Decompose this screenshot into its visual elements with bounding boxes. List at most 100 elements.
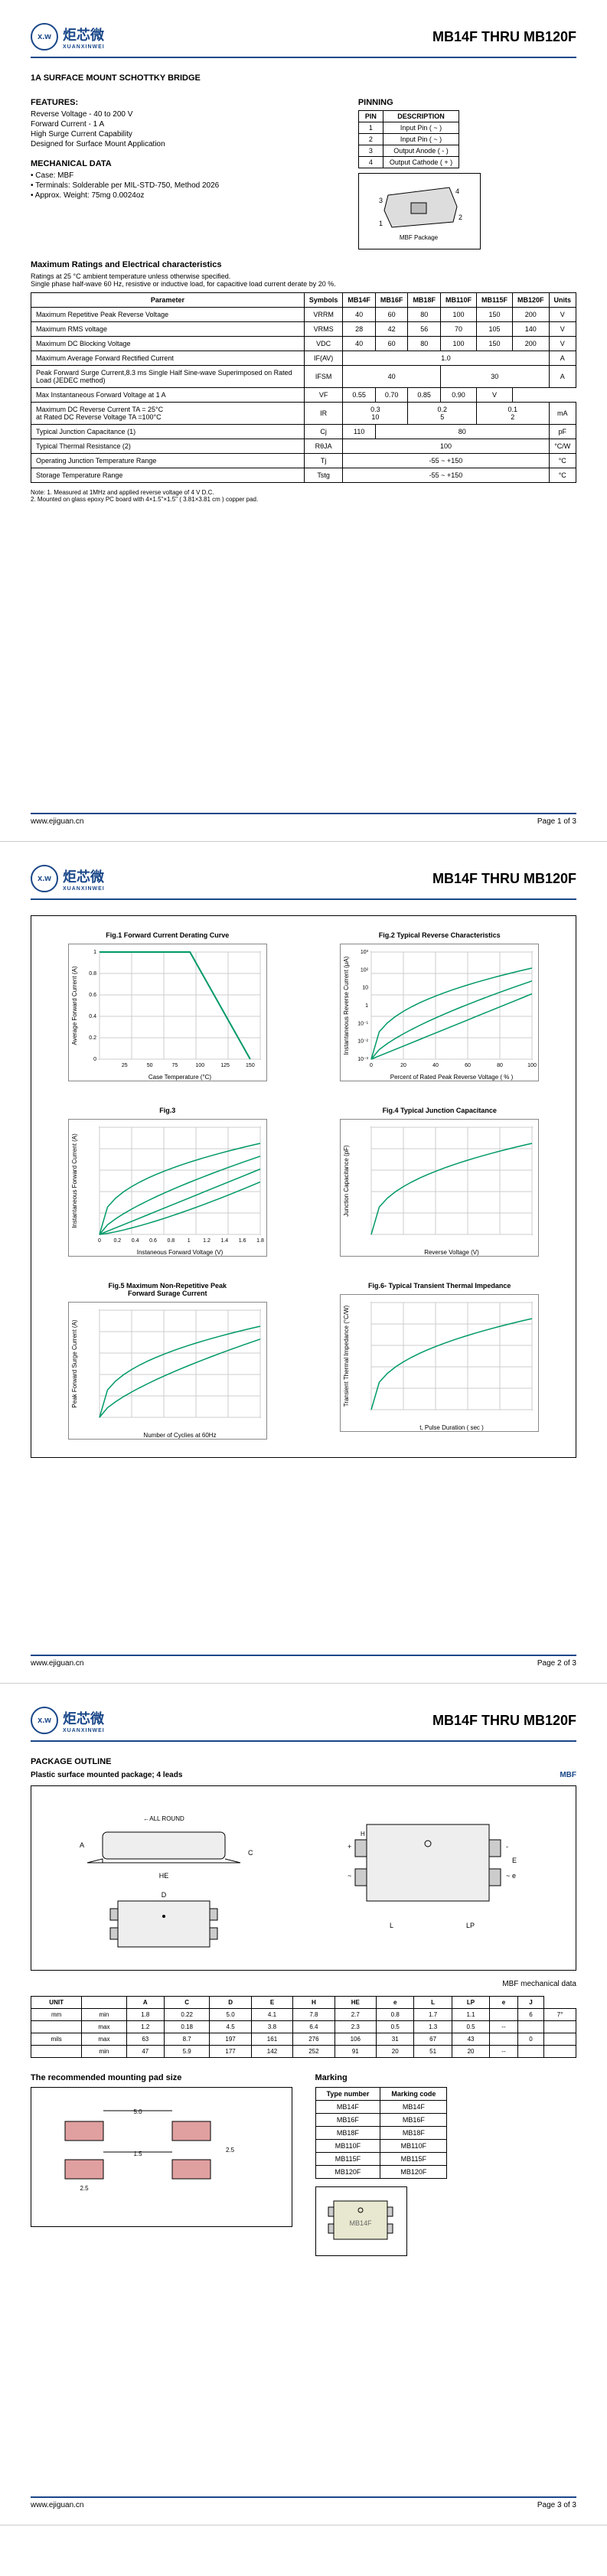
pkg-label: MBF Package xyxy=(400,234,439,241)
td: 4 xyxy=(358,157,383,168)
feature-item: Reverse Voltage - 40 to 200 V xyxy=(31,110,331,119)
footer-url: www.ejiguan.cn xyxy=(31,2501,83,2509)
logo-icon: x.w xyxy=(31,865,58,892)
chart-3: Fig.300.20.40.60.811.21.41.61.8Instaneou… xyxy=(47,1107,289,1259)
ratings-notes: Note: 1. Measured at 1MHz and applied re… xyxy=(31,489,576,503)
logo-cn: 炬芯微 xyxy=(63,866,105,886)
svg-text:1: 1 xyxy=(365,1003,368,1009)
svg-text:Instaneous Forward Voltage (V): Instaneous Forward Voltage (V) xyxy=(136,1249,223,1256)
feature-item: Designed for Surface Mount Application xyxy=(31,140,331,148)
svg-text:LP: LP xyxy=(466,1922,475,1929)
page-2: x.w 炬芯微 XUANXINWEI MB14F THRU MB120F Fig… xyxy=(0,842,607,1684)
pinning-table: PINDESCRIPTION 1Input Pin ( ~ ) 2Input P… xyxy=(358,110,459,168)
svg-text:10: 10 xyxy=(362,986,368,991)
logo-en: XUANXINWEI xyxy=(63,44,105,50)
svg-text:0: 0 xyxy=(370,1063,373,1068)
svg-text:10³: 10³ xyxy=(361,950,369,955)
svg-text:1.4: 1.4 xyxy=(220,1238,228,1244)
svg-text:10²: 10² xyxy=(361,967,369,973)
svg-text:80: 80 xyxy=(497,1063,503,1068)
svg-text:Transient Thermal Impedance (°: Transient Thermal Impedance (°C/W) xyxy=(343,1305,350,1407)
svg-text:Instantaneous Reverse Current: Instantaneous Reverse Current (μA) xyxy=(343,956,350,1055)
pinning-heading: PINNING xyxy=(358,98,576,107)
chart-2: Fig.2 Typical Reverse Characteristics020… xyxy=(319,931,561,1084)
svg-text:0.8: 0.8 xyxy=(167,1238,175,1244)
svg-text:Percent of Rated Peak Reverse: Percent of Rated Peak Reverse Voltage ( … xyxy=(390,1074,514,1081)
svg-text:L: L xyxy=(390,1922,393,1929)
mech-item: • Terminals: Solderable per MIL-STD-750,… xyxy=(31,181,331,190)
footer: www.ejiguan.cn Page 1 of 3 xyxy=(31,813,576,826)
td: 3 xyxy=(358,145,383,157)
svg-text:D: D xyxy=(162,1891,167,1899)
svg-text:1.2: 1.2 xyxy=(203,1238,210,1244)
th: DESCRIPTION xyxy=(383,111,459,122)
td: Output Cathode ( + ) xyxy=(383,157,459,168)
svg-text:3: 3 xyxy=(379,197,383,204)
svg-text:2.5: 2.5 xyxy=(80,2185,89,2192)
svg-text:10⁻¹: 10⁻¹ xyxy=(357,1021,368,1026)
chart-5: Fig.5 Maximum Non-Repetitive Peak Forwar… xyxy=(47,1282,289,1442)
page-1: x.w 炬芯微 XUANXINWEI MB14F THRU MB120F 1A … xyxy=(0,0,607,842)
product-heading: 1A SURFACE MOUNT SCHOTTKY BRIDGE xyxy=(31,73,576,83)
svg-text:4: 4 xyxy=(455,187,459,195)
chart-1: Fig.1 Forward Current Derating Curve2550… xyxy=(47,931,289,1084)
mech-table: UNITACDEHHEeLLPeJmmmin1.80.225.04.17.82.… xyxy=(31,1996,576,2058)
svg-text:HE: HE xyxy=(158,1872,168,1880)
logo-en: XUANXINWEI xyxy=(63,886,105,892)
chart-4: Fig.4 Typical Junction CapacitanceRevers… xyxy=(319,1107,561,1259)
svg-text:125: 125 xyxy=(220,1063,230,1068)
charts-grid: Fig.1 Forward Current Derating Curve2550… xyxy=(31,915,576,1458)
svg-text:0.2: 0.2 xyxy=(113,1238,121,1244)
svg-text:t, Pulse Duration ( sec ): t, Pulse Duration ( sec ) xyxy=(419,1424,484,1431)
svg-text:1.6: 1.6 xyxy=(239,1238,246,1244)
feature-item: High Surge Current Capability xyxy=(31,130,331,139)
footer-url: www.ejiguan.cn xyxy=(31,1659,83,1668)
package-diagram: 3 4 1 2 MBF Package xyxy=(358,173,481,249)
svg-text:2.5: 2.5 xyxy=(226,2147,235,2154)
ratings-table: ParameterSymbolsMB14FMB16FMB18FMB110FMB1… xyxy=(31,292,576,483)
header: x.w 炬芯微 XUANXINWEI MB14F THRU MB120F xyxy=(31,1707,576,1742)
svg-text:0: 0 xyxy=(98,1238,101,1244)
svg-text:~: ~ xyxy=(506,1872,510,1880)
svg-text:1: 1 xyxy=(379,220,383,227)
feature-item: Forward Current - 1 A xyxy=(31,120,331,129)
mounting-heading: The recommended mounting pad size xyxy=(31,2073,292,2082)
ratings-sub: Single phase half-wave 60 Hz, resistive … xyxy=(31,280,576,288)
td: Input Pin ( ~ ) xyxy=(383,122,459,134)
svg-text:1.8: 1.8 xyxy=(256,1238,264,1244)
svg-text:0.6: 0.6 xyxy=(89,993,96,998)
logo-icon: x.w xyxy=(31,23,58,51)
logo: x.w 炬芯微 XUANXINWEI xyxy=(31,23,105,51)
td: Input Pin ( ~ ) xyxy=(383,134,459,145)
svg-text:Peak Forward Surge Current (A): Peak Forward Surge Current (A) xyxy=(71,1319,78,1407)
doc-title: MB14F THRU MB120F xyxy=(432,1713,576,1729)
svg-text:1.5: 1.5 xyxy=(133,2150,142,2157)
svg-text:40: 40 xyxy=(432,1063,439,1068)
svg-text:75: 75 xyxy=(171,1063,178,1068)
footer-url: www.ejiguan.cn xyxy=(31,817,83,826)
mounting-diagram: 5.0 1.5 2.5 2.5 xyxy=(31,2087,292,2227)
ratings-heading: Maximum Ratings and Electrical character… xyxy=(31,260,576,269)
svg-text:MB14F: MB14F xyxy=(349,2219,372,2227)
svg-text:0.8: 0.8 xyxy=(89,971,96,977)
footer-page: Page 3 of 3 xyxy=(537,2501,576,2509)
svg-text:Number of Cyclies at 60Hz: Number of Cyclies at 60Hz xyxy=(143,1432,216,1439)
svg-text:~: ~ xyxy=(348,1872,351,1880)
svg-text:-: - xyxy=(506,1843,508,1850)
features-heading: FEATURES: xyxy=(31,98,331,107)
svg-text:5.0: 5.0 xyxy=(133,2108,142,2115)
th: PIN xyxy=(358,111,383,122)
svg-text:150: 150 xyxy=(246,1063,255,1068)
outline-top-view: E e H L LP + ~ - ~ xyxy=(321,1802,550,1955)
svg-text:C: C xyxy=(248,1849,253,1857)
svg-text:←ALL ROUND: ←ALL ROUND xyxy=(143,1815,184,1822)
svg-text:50: 50 xyxy=(146,1063,152,1068)
footer: www.ejiguan.cn Page 3 of 3 xyxy=(31,2496,576,2509)
doc-title: MB14F THRU MB120F xyxy=(432,29,576,45)
svg-text:0.4: 0.4 xyxy=(132,1238,139,1244)
svg-text:20: 20 xyxy=(400,1063,406,1068)
svg-text:Reverse Voltage (V): Reverse Voltage (V) xyxy=(424,1249,479,1256)
svg-text:Junction Capacitance (pF): Junction Capacitance (pF) xyxy=(343,1145,350,1217)
marking-heading: Marking xyxy=(315,2073,577,2082)
page-3: x.w 炬芯微 XUANXINWEI MB14F THRU MB120F PAC… xyxy=(0,1684,607,2525)
